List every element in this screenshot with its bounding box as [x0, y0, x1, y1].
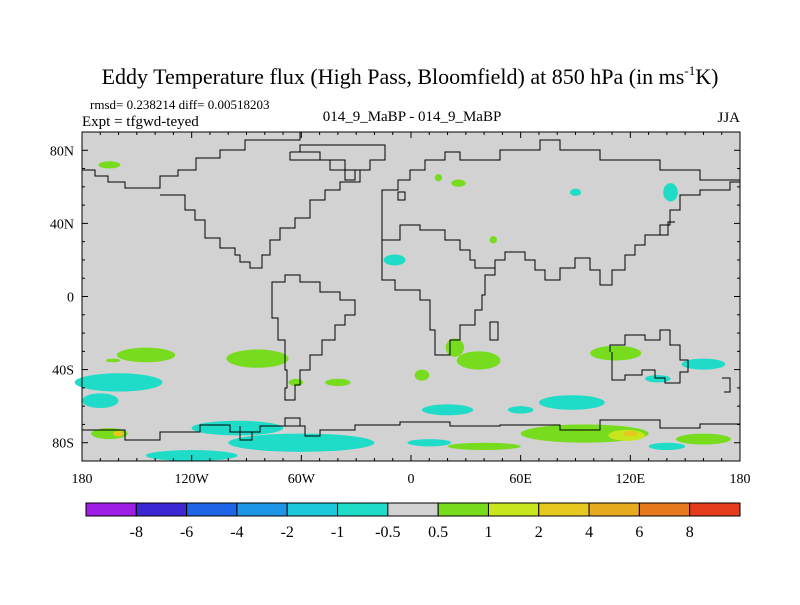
- contour-region: [648, 442, 686, 451]
- coastlines: [82, 132, 740, 441]
- coastline-new-zealand: [722, 377, 731, 393]
- contour-region: [590, 345, 642, 361]
- legend-swatch: [135, 502, 188, 517]
- x-tick-label: 120W: [175, 472, 210, 487]
- contour-region: [489, 236, 497, 244]
- contour-region: [98, 161, 121, 169]
- contour-region: [451, 179, 466, 187]
- contour-region: [538, 395, 605, 410]
- contour-region: [91, 428, 128, 440]
- legend-swatch: [638, 502, 691, 517]
- legend-swatch: [437, 502, 489, 517]
- legend-swatch: [186, 502, 238, 517]
- y-tick-label: 40N: [50, 217, 74, 232]
- coastline-japan: [658, 221, 675, 236]
- chart-title-tail: K): [695, 64, 718, 89]
- legend: -8 -6 -4 -2 -1 -0.5 0.5 1 2 4 6 8: [85, 502, 741, 541]
- coastline-antarctica: [82, 419, 740, 441]
- contour-region: [414, 369, 430, 381]
- legend-label: 2: [535, 524, 543, 541]
- contour-region: [82, 393, 119, 408]
- coastline-europe-asia: [381, 139, 740, 198]
- plot-background: [82, 132, 740, 461]
- legend-swatch: [538, 502, 590, 517]
- legend-label: -1: [331, 524, 344, 541]
- coastline-australia: [609, 329, 689, 384]
- contour-region: [421, 404, 474, 416]
- legend-label: 6: [635, 524, 643, 541]
- x-tick-label: 0: [408, 472, 415, 487]
- chart-title-superscript: -1: [684, 63, 695, 78]
- contour-region: [116, 347, 176, 363]
- x-tick-label: 120E: [616, 472, 646, 487]
- legend-swatch: [588, 502, 640, 517]
- contour-region: [447, 442, 521, 451]
- season-text: JJA: [717, 110, 740, 126]
- legend-swatch: [236, 502, 288, 517]
- x-axis: 180 120W 60W 0 60E 120E 180: [72, 132, 751, 487]
- contour-region: [113, 430, 125, 437]
- legend-label: -2: [281, 524, 294, 541]
- x-tick-label: 60W: [288, 472, 316, 487]
- contour-region: [570, 188, 581, 196]
- coastline-antarctic-peninsula: [239, 417, 301, 441]
- contour-region: [226, 349, 289, 368]
- legend-swatch: [689, 502, 741, 517]
- legend-swatch: [286, 502, 339, 517]
- contour-region: [445, 338, 465, 357]
- y-tick-label: 80N: [50, 144, 74, 159]
- stats-text: rmsd= 0.238214 diff= 0.00518203: [90, 97, 269, 112]
- y-tick-label: 80S: [52, 437, 74, 452]
- legend-label: -8: [130, 524, 143, 541]
- legend-label: -0.5: [375, 524, 400, 541]
- contour-region: [681, 358, 726, 370]
- y-tick-label: 0: [67, 291, 74, 306]
- contour-region: [407, 439, 452, 447]
- legend-label: -6: [180, 524, 193, 541]
- contour-region: [676, 433, 731, 445]
- plot-area: [74, 131, 741, 462]
- legend-label: 4: [585, 524, 593, 541]
- x-tick-label: 180: [72, 472, 93, 487]
- contour-region: [228, 433, 375, 452]
- y-axis: 80N 40N 0 40S 80S: [50, 131, 740, 462]
- contour-region: [74, 373, 163, 392]
- legend-label: 0.5: [428, 524, 448, 541]
- coastline-madagascar: [489, 321, 499, 341]
- coastline-british-isles: [397, 191, 406, 201]
- coastline-greenland: [289, 144, 386, 181]
- coastline-north-america-east: [160, 151, 361, 269]
- chart-title: Eddy Temperature flux (High Pass, Bloomf…: [102, 63, 719, 89]
- legend-swatch: [387, 502, 439, 517]
- contour-region: [105, 358, 121, 363]
- contour-region: [644, 375, 671, 383]
- coastline-north-america: [82, 132, 301, 189]
- case-text: 014_9_MaBP - 014_9_MaBP: [323, 109, 502, 125]
- contour-region: [623, 430, 638, 437]
- x-tick-label: 60E: [509, 472, 532, 487]
- coastline-south-america: [271, 274, 356, 401]
- legend-swatch: [487, 502, 540, 517]
- contour-region: [507, 406, 534, 414]
- legend-label: -4: [230, 524, 243, 541]
- contour-region: [325, 378, 351, 387]
- legend-swatch: [85, 502, 137, 517]
- legend-swatch: [337, 502, 389, 517]
- y-tick-label: 40S: [52, 364, 74, 379]
- contour-region: [191, 420, 284, 436]
- contour-region: [456, 351, 501, 370]
- contour-region: [434, 174, 443, 182]
- legend-label: 1: [484, 524, 492, 541]
- legend-label: 8: [686, 524, 694, 541]
- contour-region: [383, 254, 406, 266]
- contour-region: [663, 183, 678, 202]
- expt-text: Expt = tfgwd-teyed: [82, 114, 199, 130]
- coastline-asia-east: [381, 181, 740, 286]
- coastline-africa: [381, 240, 496, 356]
- x-tick-label: 180: [730, 472, 751, 487]
